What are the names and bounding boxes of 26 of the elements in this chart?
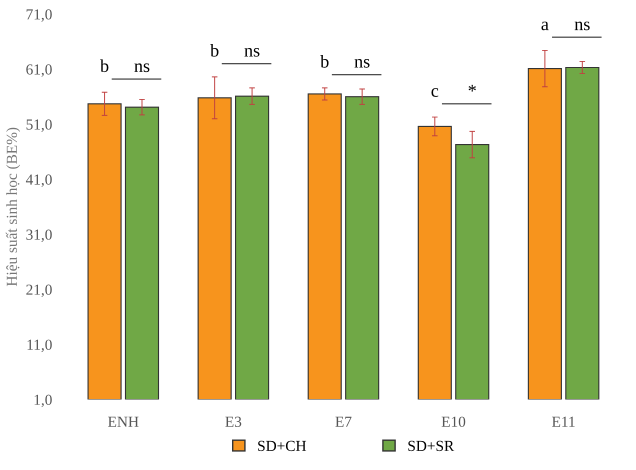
y-tick-label: 1,0 <box>34 394 52 408</box>
annotation: ns <box>244 48 260 57</box>
annotation: ns <box>134 63 150 72</box>
legend-label: SD+CH <box>258 440 306 452</box>
y-axis-title: Hiệu suất sinh học (BE%) <box>6 128 20 286</box>
annotation: ns <box>354 59 370 68</box>
annotation: b <box>210 44 218 57</box>
x-tick-label: E11 <box>552 416 575 427</box>
annotation: a <box>542 22 549 30</box>
y-tick-label: 21,0 <box>26 284 52 298</box>
y-tick-label: 51,0 <box>26 119 52 132</box>
annotation: * <box>468 84 476 92</box>
annotation: ns <box>574 22 590 30</box>
y-tick-label: 71,0 <box>26 9 52 22</box>
y-tick-label: 11,0 <box>28 340 52 352</box>
y-tick-label: 31,0 <box>26 229 52 242</box>
annotation: b <box>320 54 329 68</box>
x-tick-label: E10 <box>442 416 466 427</box>
annotation: c <box>431 88 438 97</box>
x-tick-label: E3 <box>225 416 242 427</box>
x-tick-label: E7 <box>335 416 352 427</box>
annotation: b <box>100 59 108 72</box>
legend-label: SD+SR <box>408 440 454 452</box>
y-tick-label: 61,0 <box>26 64 52 77</box>
x-tick-label: ENH <box>108 416 139 427</box>
y-tick-label: 41,0 <box>26 174 52 187</box>
